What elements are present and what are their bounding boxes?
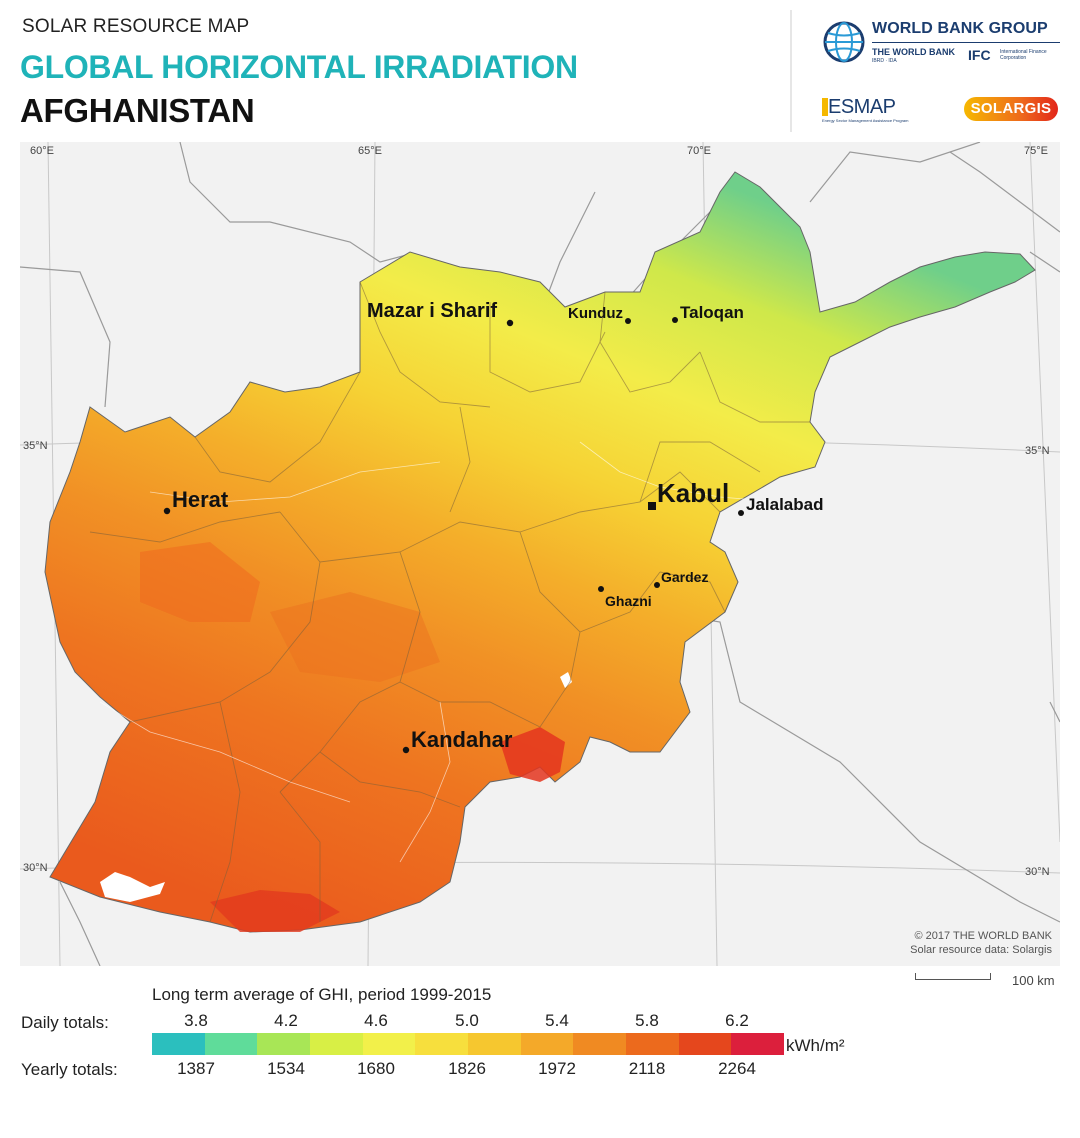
wbg-divider <box>872 42 1060 43</box>
city-label-ghazni: Ghazni <box>605 593 652 609</box>
globe-icon <box>823 21 865 63</box>
scale-bar <box>915 972 991 982</box>
world-bank-text: THE WORLD BANK <box>872 47 955 57</box>
map-title: GLOBAL HORIZONTAL IRRADIATION <box>20 49 578 85</box>
city-label-jalalabad: Jalalabad <box>746 495 824 514</box>
daily-tick: 5.4 <box>545 1011 569 1030</box>
legend-yearly-label: Yearly totals: <box>21 1060 118 1079</box>
coord-lon-65: 65°E <box>358 145 382 157</box>
legend-swatch-4 <box>362 1033 416 1055</box>
yearly-tick: 1680 <box>357 1059 395 1078</box>
city-label-gardez: Gardez <box>661 569 709 585</box>
city-label-kandahar: Kandahar <box>411 727 513 752</box>
scale-label: 100 km <box>1012 973 1055 988</box>
ifc-text: IFC <box>968 47 991 63</box>
city-label-taloqan: Taloqan <box>680 303 744 322</box>
coord-lat-30-right: 30°N <box>1025 866 1050 878</box>
legend-swatch-0 <box>152 1033 205 1055</box>
copyright-line-2: Solar resource data: Solargis <box>910 944 1052 956</box>
rivers <box>99 441 781 863</box>
legend-swatch-2 <box>257 1033 311 1055</box>
legend-swatch-3 <box>310 1033 363 1055</box>
hotspot-kandahar <box>500 727 565 782</box>
yearly-tick: 1387 <box>177 1059 215 1078</box>
wbg-name: WORLD BANK GROUP <box>872 20 1048 37</box>
coord-lat-30-left: 30°N <box>23 862 48 874</box>
daily-tick: 4.2 <box>274 1011 298 1030</box>
legend-swatch-11 <box>731 1033 785 1055</box>
yearly-tick: 1534 <box>267 1059 305 1078</box>
legend-swatch-9 <box>626 1033 679 1055</box>
hotspot-center <box>270 592 440 682</box>
coord-lon-75: 75°E <box>1024 145 1048 157</box>
legend-swatch-6 <box>468 1033 521 1055</box>
hotspot-south <box>210 890 340 932</box>
afghanistan-map: 60°E 65°E 70°E 75°E 35°N 35°N 30°N 30°N … <box>20 142 1060 966</box>
daily-tick: 5.0 <box>455 1011 479 1030</box>
copyright-note: © 2017 THE WORLD BANK Solar resource dat… <box>910 929 1052 957</box>
ifc-subtext: International Finance Corporation <box>1000 49 1047 61</box>
legend-swatch-10 <box>678 1033 732 1055</box>
coord-lon-60: 60°E <box>30 145 54 157</box>
city-label-mazar: Mazar i Sharif <box>367 300 498 322</box>
esmap-logo: ESMAP Energy Sector Management Assistanc… <box>822 96 932 123</box>
world-bank-subtext: IBRD · IDA <box>872 58 897 64</box>
city-label-herat: Herat <box>172 487 229 512</box>
coord-lat-35-right: 35°N <box>1025 445 1050 457</box>
copyright-line-1: © 2017 THE WORLD BANK <box>914 930 1053 942</box>
map-supertitle: SOLAR RESOURCE MAP <box>22 16 250 37</box>
coord-lon-70: 70°E <box>687 145 711 157</box>
daily-tick: 4.6 <box>364 1011 388 1030</box>
world-bank-group-logo: WORLD BANK GROUP THE WORLD BANK IBRD · I… <box>822 18 1072 68</box>
salt-flat <box>100 872 165 902</box>
legend-swatch-7 <box>520 1033 574 1055</box>
country-shape <box>44 171 1036 933</box>
legend-swatch-8 <box>573 1033 627 1055</box>
daily-tick: 3.8 <box>184 1011 208 1030</box>
legend-title: Long term average of GHI, period 1999-20… <box>152 985 492 1004</box>
province-borders <box>89 281 810 923</box>
yearly-tick: 1826 <box>448 1059 486 1078</box>
hotspot-west <box>140 542 260 622</box>
legend-daily-label: Daily totals: <box>21 1013 109 1032</box>
legend-color-bar <box>152 1033 785 1055</box>
yearly-tick: 2264 <box>718 1059 756 1078</box>
legend-swatch-1 <box>204 1033 258 1055</box>
header-divider <box>790 10 792 132</box>
city-label-kunduz: Kunduz <box>568 305 623 322</box>
esmap-text: ESMAP <box>828 96 896 118</box>
legend-swatch-5 <box>415 1033 469 1055</box>
daily-tick: 5.8 <box>635 1011 659 1030</box>
esmap-bar <box>822 98 828 116</box>
map-canvas <box>20 142 1060 966</box>
solargis-text: SOLARGIS <box>970 100 1052 117</box>
country-name: AFGHANISTAN <box>20 92 255 129</box>
coord-lat-35-left: 35°N <box>23 440 48 452</box>
legend-unit: kWh/m² <box>786 1036 845 1055</box>
yearly-tick: 1972 <box>538 1059 576 1078</box>
daily-tick: 6.2 <box>725 1011 749 1030</box>
city-label-kabul: Kabul <box>657 478 730 508</box>
yearly-tick: 2118 <box>628 1059 666 1078</box>
esmap-subtext: Energy Sector Management Assistance Prog… <box>822 118 909 123</box>
solargis-logo: SOLARGIS <box>964 97 1058 121</box>
